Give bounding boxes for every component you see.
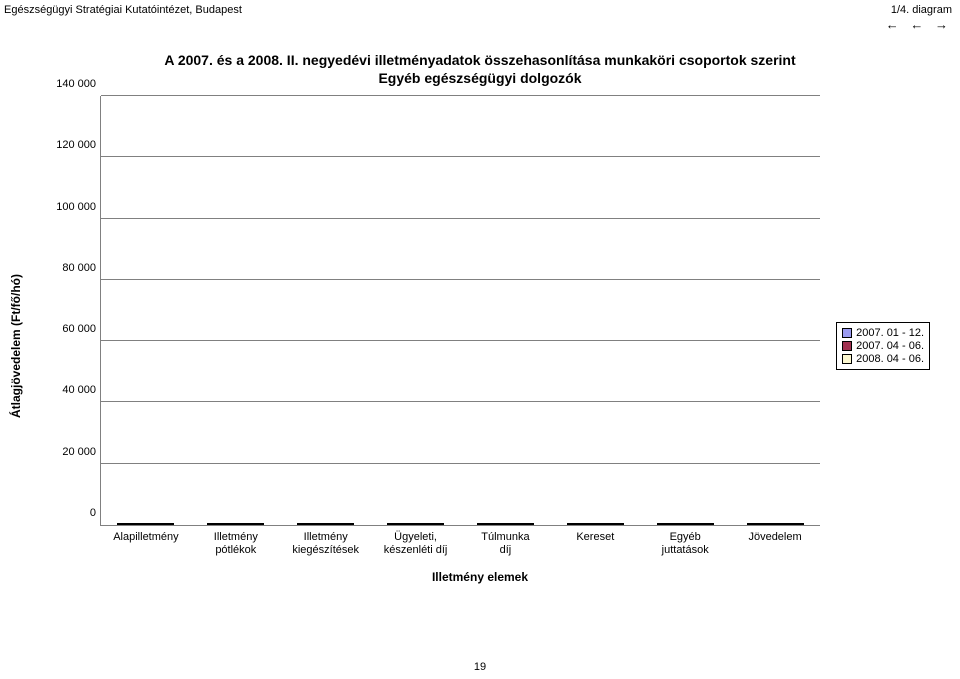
bar: [155, 523, 174, 525]
y-tick-label: 100 000: [41, 201, 96, 213]
bar-group: Illetménypótlékok: [191, 523, 281, 525]
bar: [496, 523, 515, 525]
grid-line: [101, 401, 820, 402]
legend-item: 2008. 04 - 06.: [842, 353, 924, 365]
bar-group: Alapilletmény: [101, 523, 191, 525]
bar: [136, 523, 155, 525]
legend: 2007. 01 - 12.2007. 04 - 06.2008. 04 - 0…: [836, 322, 930, 370]
grid-line: [101, 156, 820, 157]
bar: [316, 523, 335, 525]
header-institution: Egészségügyi Stratégiai Kutatóintézet, B…: [4, 4, 242, 16]
bar: [785, 523, 804, 525]
bar: [605, 523, 624, 525]
bar: [245, 523, 264, 525]
bar: [297, 523, 316, 525]
y-tick-label: 40 000: [41, 384, 96, 396]
bar: [676, 523, 695, 525]
y-tick-label: 20 000: [41, 446, 96, 458]
bar-group: Jövedelem: [730, 523, 820, 525]
x-tick-label: Egyébjuttatások: [642, 531, 728, 556]
bar: [586, 523, 605, 525]
legend-item: 2007. 01 - 12.: [842, 327, 924, 339]
bar: [477, 523, 496, 525]
x-tick-label: Alapilletmény: [103, 531, 189, 544]
x-tick-label: Ügyeleti,készenléti díj: [373, 531, 459, 556]
bar: [766, 523, 785, 525]
bar: [567, 523, 586, 525]
bar: [425, 523, 444, 525]
x-tick-label: Kereset: [552, 531, 638, 544]
grid-line: [101, 340, 820, 341]
diagram-index: 1/4. diagram: [886, 4, 952, 16]
y-tick-label: 0: [41, 507, 96, 519]
chart-title-line2: Egyéb egészségügyi dolgozók: [0, 70, 960, 86]
y-tick-label: 120 000: [41, 139, 96, 151]
legend-swatch-icon: [842, 354, 852, 364]
bar: [406, 523, 425, 525]
bar: [335, 523, 354, 525]
bar-group: Egyébjuttatások: [640, 523, 730, 525]
bar-group: Illetménykiegészítések: [281, 523, 371, 525]
legend-label: 2007. 04 - 06.: [856, 340, 924, 352]
legend-label: 2007. 01 - 12.: [856, 327, 924, 339]
grid-line: [101, 218, 820, 219]
plot-area: AlapilletményIlletménypótlékokIlletményk…: [100, 96, 820, 526]
bar: [207, 523, 226, 525]
legend-swatch-icon: [842, 328, 852, 338]
bar: [515, 523, 534, 525]
legend-swatch-icon: [842, 341, 852, 351]
chart-title-line1: A 2007. és a 2008. II. negyedévi illetmé…: [0, 52, 960, 68]
y-tick-label: 140 000: [41, 78, 96, 90]
bar-group: Ügyeleti,készenléti díj: [371, 523, 461, 525]
x-tick-label: Illetménypótlékok: [193, 531, 279, 556]
bars-layer: AlapilletményIlletménypótlékokIlletményk…: [101, 96, 820, 525]
bar: [387, 523, 406, 525]
grid-line: [101, 463, 820, 464]
x-tick-label: Illetménykiegészítések: [283, 531, 369, 556]
bar: [117, 523, 136, 525]
bar: [657, 523, 676, 525]
chart-container: Átlagjövedelem (Ft/fő/hó) AlapilletményI…: [30, 96, 930, 596]
bar-group: Kereset: [550, 523, 640, 525]
nav-arrows-icon[interactable]: ← ← →: [886, 17, 952, 32]
x-tick-label: Jövedelem: [732, 531, 818, 544]
bar-group: Túlmunkadíj: [461, 523, 551, 525]
y-tick-label: 80 000: [41, 262, 96, 274]
x-axis-title: Illetmény elemek: [432, 570, 528, 584]
bar: [747, 523, 766, 525]
y-axis-label: Átlagjövedelem (Ft/fő/hó): [9, 274, 23, 418]
grid-line: [101, 95, 820, 96]
grid-line: [101, 279, 820, 280]
y-tick-label: 60 000: [41, 323, 96, 335]
x-tick-label: Túlmunkadíj: [462, 531, 548, 556]
legend-label: 2008. 04 - 06.: [856, 353, 924, 365]
bar: [226, 523, 245, 525]
legend-item: 2007. 04 - 06.: [842, 340, 924, 352]
bar: [695, 523, 714, 525]
page-number: 19: [474, 661, 486, 673]
